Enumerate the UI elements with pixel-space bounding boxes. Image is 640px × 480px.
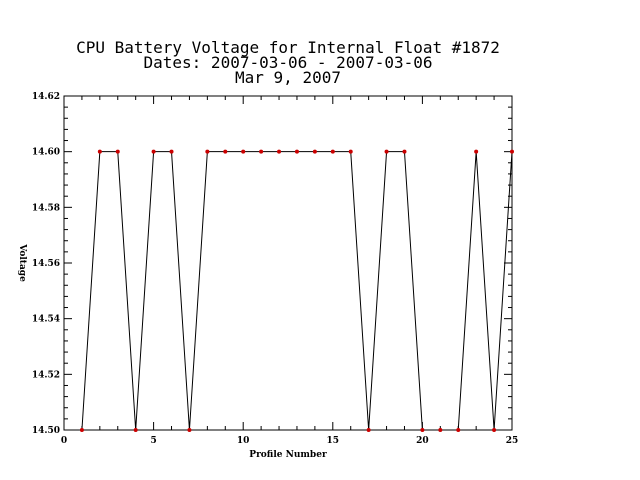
data-point [79,428,84,432]
data-point [384,149,389,154]
x-tick-label: 25 [506,436,519,446]
data-point [241,149,246,154]
data-series [79,149,514,432]
plot-frame [63,95,513,431]
data-point [330,149,335,154]
data-point [438,428,443,432]
y-tick-label: 14.52 [32,370,60,380]
chart-title-line-3: Mar 9, 2007 [235,68,341,87]
y-tick-label: 14.60 [32,148,60,158]
data-point [223,149,228,154]
x-axis-label: Profile Number [249,450,327,460]
data-point [492,428,497,432]
y-axis-label: Voltage [17,243,27,282]
data-point [205,149,210,154]
data-point [259,149,264,154]
data-point [187,428,192,432]
x-tick-label: 20 [416,436,429,446]
y-tick-label: 14.62 [32,92,60,102]
data-point [420,428,425,432]
data-point [366,428,371,432]
axis-tick-labels: 0 5 10 15 20 25 14.50 14.52 14.54 14.56 14.58 14.60… [32,92,518,446]
data-point [348,149,353,154]
y-tick-label: 14.50 [32,426,60,436]
series-line [81,151,513,431]
axis-ticks [63,95,513,431]
x-tick-label: 15 [327,436,340,446]
data-point [456,428,461,432]
y-tick-label: 14.56 [32,259,60,269]
data-point [151,149,156,154]
data-point [133,428,138,432]
data-point [312,149,317,154]
y-tick-label: 14.58 [32,203,60,213]
x-tick-label: 0 [61,436,67,446]
x-tick-label: 10 [237,436,250,446]
y-tick-label: 14.54 [32,315,60,325]
data-point [277,149,282,154]
data-point [169,149,174,154]
data-point [97,149,102,154]
data-point [115,149,120,154]
data-point [510,149,514,154]
chart-title-line-1: CPU Battery Voltage for Internal Float #… [76,38,500,57]
data-point [402,149,407,154]
x-tick-label: 5 [150,436,156,446]
data-point [474,149,479,154]
chart-title-line-2: Dates: 2007-03-06 - 2007-03-06 [144,53,433,72]
data-point [294,149,299,154]
